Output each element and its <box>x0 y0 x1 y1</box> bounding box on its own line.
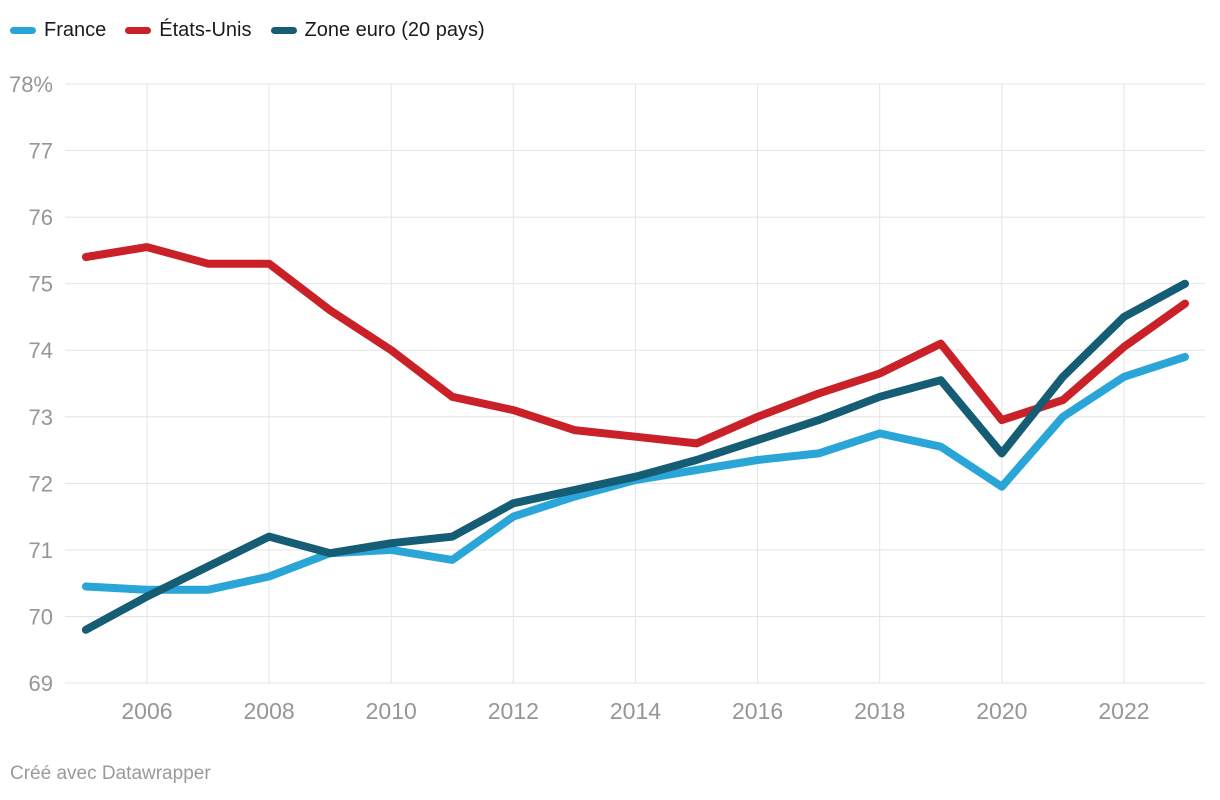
y-axis-tick-label: 75 <box>29 272 53 297</box>
y-axis-tick-label: 71 <box>29 538 53 563</box>
x-axis-tick-label: 2012 <box>488 698 539 724</box>
legend-label-france: France <box>44 19 107 41</box>
y-axis-tick-label: 73 <box>29 405 53 430</box>
x-axis-tick-label: 2008 <box>244 698 295 724</box>
y-axis-tick-label: 77 <box>29 139 53 164</box>
series-line-zone-euro-20-pays- <box>81 279 1189 634</box>
x-axis-tick-label: 2016 <box>732 698 783 724</box>
x-axis-tick-label: 2022 <box>1098 698 1149 724</box>
legend-swatch-zone-euro-icon <box>270 26 297 34</box>
x-axis-tick-label: 2014 <box>610 698 661 724</box>
series-line--tats-unis <box>81 243 1189 448</box>
x-axis-tick-label: 2018 <box>854 698 905 724</box>
y-axis-tick-label: 78% <box>9 72 53 97</box>
legend: France États-Unis Zone euro (20 pays) <box>10 17 485 43</box>
legend-item-france: France <box>10 17 106 43</box>
y-axis-tick-label: 70 <box>29 604 53 629</box>
line-chart: 78% 77 76 75 74 73 72 71 70 69 2006 2008 2010 2012 201… <box>9 72 1205 724</box>
legend-item-zone-euro: Zone euro (20 pays) <box>270 17 485 43</box>
datawrapper-credit: Créé avec Datawrapper <box>10 763 211 784</box>
legend-label-etats-unis: États-Unis <box>159 19 252 41</box>
y-axis-tick-label: 74 <box>29 338 53 363</box>
legend-swatch-france-icon <box>10 26 36 34</box>
y-axis-tick-label: 76 <box>29 205 53 230</box>
x-axis-tick-label: 2010 <box>366 698 417 724</box>
y-axis-tick-label: 72 <box>29 471 53 496</box>
x-axis-tick-label: 2020 <box>976 698 1027 724</box>
x-axis-tick-label: 2006 <box>121 698 172 724</box>
legend-item-etats-unis: États-Unis <box>125 17 252 43</box>
legend-label-zone-euro: Zone euro (20 pays) <box>304 19 485 41</box>
legend-swatch-etats-unis-icon <box>125 26 152 34</box>
y-axis-tick-label: 69 <box>29 671 53 696</box>
